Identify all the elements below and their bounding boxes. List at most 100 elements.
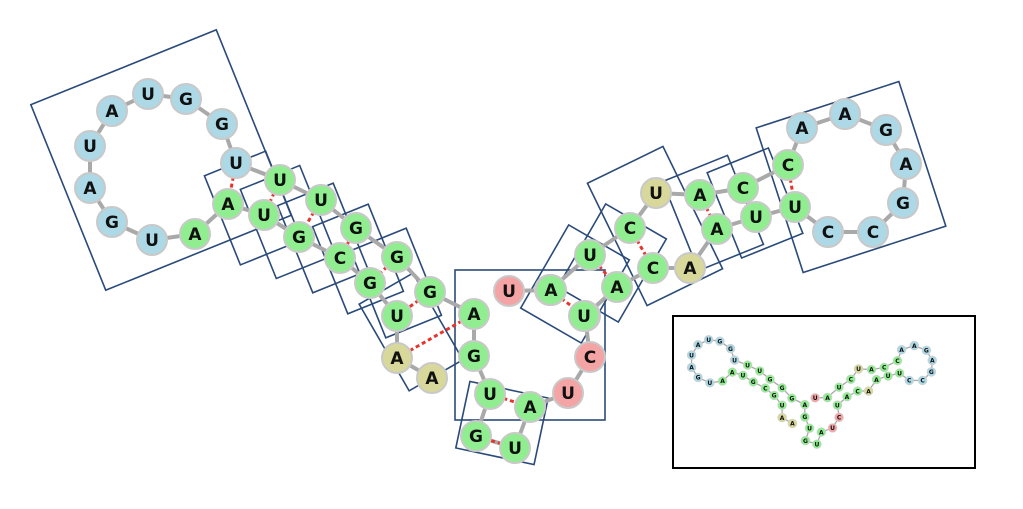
inset-nucleotide-letter: C [882, 365, 887, 372]
nucleotide-letter: A [425, 369, 439, 389]
inset-nucleotide-letter: U [732, 357, 737, 364]
nucleotide-circle [890, 148, 922, 180]
nucleotide-letter: U [257, 206, 271, 226]
nucleotide-letter: A [105, 102, 119, 122]
nucleotide-circle [574, 341, 606, 373]
nucleotide-letter: U [502, 282, 516, 302]
inset-nucleotide-letter: U [897, 370, 902, 377]
inset-nucleotide-47 [871, 374, 882, 385]
nucleotide-circle [283, 221, 315, 253]
nucleotide-circle [701, 213, 733, 245]
nucleotide-43: C [857, 216, 889, 248]
inset-nucleotide-4 [769, 390, 779, 401]
nucleotide-circle [305, 184, 337, 216]
nucleotide-circle [574, 239, 606, 271]
nucleotide-15: U [132, 78, 164, 110]
inset-nucleotide-24 [800, 399, 810, 410]
inset-nucleotide-21 [765, 374, 775, 384]
nucleotide-circle [74, 130, 106, 162]
inset-nucleotide-15 [703, 335, 714, 345]
inset-nucleotide-49 [852, 386, 863, 396]
inset-nucleotide-letter: U [807, 425, 812, 432]
nucleotide-circle [535, 274, 567, 306]
inset-nucleotide-letter: U [830, 425, 835, 432]
inset-nucleotide-22 [777, 383, 787, 393]
nucleotide-letter: G [179, 90, 193, 110]
nucleotide-14: A [96, 95, 128, 127]
inset-nucleotide-letter: A [730, 369, 735, 376]
nucleotide-letter: U [577, 307, 591, 327]
nucleotides: AAUGCGUAAUGAUAUGGUUUGGGAGUAUGUUUCUACCAAG… [74, 78, 922, 464]
inset-nucleotide-32 [834, 382, 844, 392]
nucleotide-circle [354, 267, 386, 299]
nucleotide-circle [552, 377, 584, 409]
nucleotide-letter: G [469, 427, 483, 447]
nucleotide-letter: G [292, 228, 306, 248]
inset-nucleotide-letter: G [789, 395, 794, 402]
inset-nucleotide-11 [693, 372, 703, 383]
nucleotide-circle [132, 78, 164, 110]
nucleotide-24: A [458, 298, 490, 330]
nucleotide-5: C [324, 242, 356, 274]
inset-nucleotide-17 [725, 343, 736, 354]
inset-nucleotide-letter: G [728, 346, 733, 353]
nucleotide-letter: G [896, 194, 910, 214]
nucleotide-circle [460, 420, 492, 452]
inset-nucleotide-29 [800, 435, 811, 446]
nucleotide-circle [458, 298, 490, 330]
nucleotide-11: G [96, 206, 128, 238]
nucleotide-circle [772, 149, 804, 181]
nucleotide-letter: U [145, 231, 159, 251]
nucleotide-letter: C [647, 259, 659, 279]
nucleotide-26: U [474, 378, 506, 410]
nucleotide-letter: U [583, 246, 597, 266]
inset-nucleotide-letter: U [740, 373, 745, 380]
nucleotide-letter: G [363, 274, 377, 294]
inset-nucleotide-letter: A [866, 388, 871, 395]
nucleotide-37: C [772, 149, 804, 181]
inset-nucleotide-letter: A [803, 402, 808, 409]
nucleotide-21: G [340, 212, 372, 244]
nucleotide-letter: A [710, 220, 724, 240]
inset-nucleotide-letter: A [874, 377, 879, 384]
nucleotide-letter: U [229, 154, 243, 174]
inset-nucleotide-letter: U [757, 368, 762, 375]
inset-nucleotide-6 [748, 377, 758, 387]
nucleotide-letter: G [879, 121, 893, 141]
nucleotide-letter: A [544, 281, 558, 301]
nucleotide-letter: U [508, 439, 522, 459]
inset-nucleotide-2 [777, 412, 787, 423]
nucleotide-29: G [460, 420, 492, 452]
inset-nucleotide-letter: A [720, 378, 725, 385]
nucleotide-47: A [701, 213, 733, 245]
nucleotide-40: G [870, 114, 902, 146]
nucleotide-letter: U [83, 137, 97, 157]
thumbnail-inset: AAUGCGUAAUGAUAUGGUUUGGGAGUAUGUUUCUACCAAG… [672, 315, 976, 469]
inset-nucleotide-letter: U [837, 384, 842, 391]
inset-nucleotide-letter: U [813, 395, 818, 402]
nucleotide-circle [474, 378, 506, 410]
inset-nucleotide-letter: U [835, 402, 840, 409]
nucleotide-10: U [136, 224, 168, 256]
nucleotide-circle [857, 216, 889, 248]
nucleotide-circle [220, 147, 252, 179]
nucleotide-circle [381, 241, 413, 273]
inset-nucleotide-letter: A [912, 343, 917, 350]
nucleotide-54: U [568, 300, 600, 332]
nucleotide-7: U [248, 199, 280, 231]
inset-nucleotide-letter: G [751, 379, 756, 386]
nucleotide-letter: C [822, 223, 834, 243]
inset-nucleotide-28 [812, 439, 822, 449]
nucleotide-letter: U [390, 307, 404, 327]
nucleotide-letter: U [483, 385, 497, 405]
nucleotide-circle [458, 340, 490, 372]
inset-nucleotide-30 [810, 393, 820, 403]
nucleotide-50: A [601, 271, 633, 303]
inset-nucleotide-letter: C [855, 388, 860, 395]
nucleotide-letter: G [215, 115, 229, 135]
nucleotide-letter: C [782, 156, 794, 176]
inset-nucleotide-letter: C [895, 358, 900, 365]
nucleotide-circle [493, 275, 525, 307]
inset-nucleotide-letter: A [899, 347, 904, 354]
nucleotide-circle [340, 212, 372, 244]
